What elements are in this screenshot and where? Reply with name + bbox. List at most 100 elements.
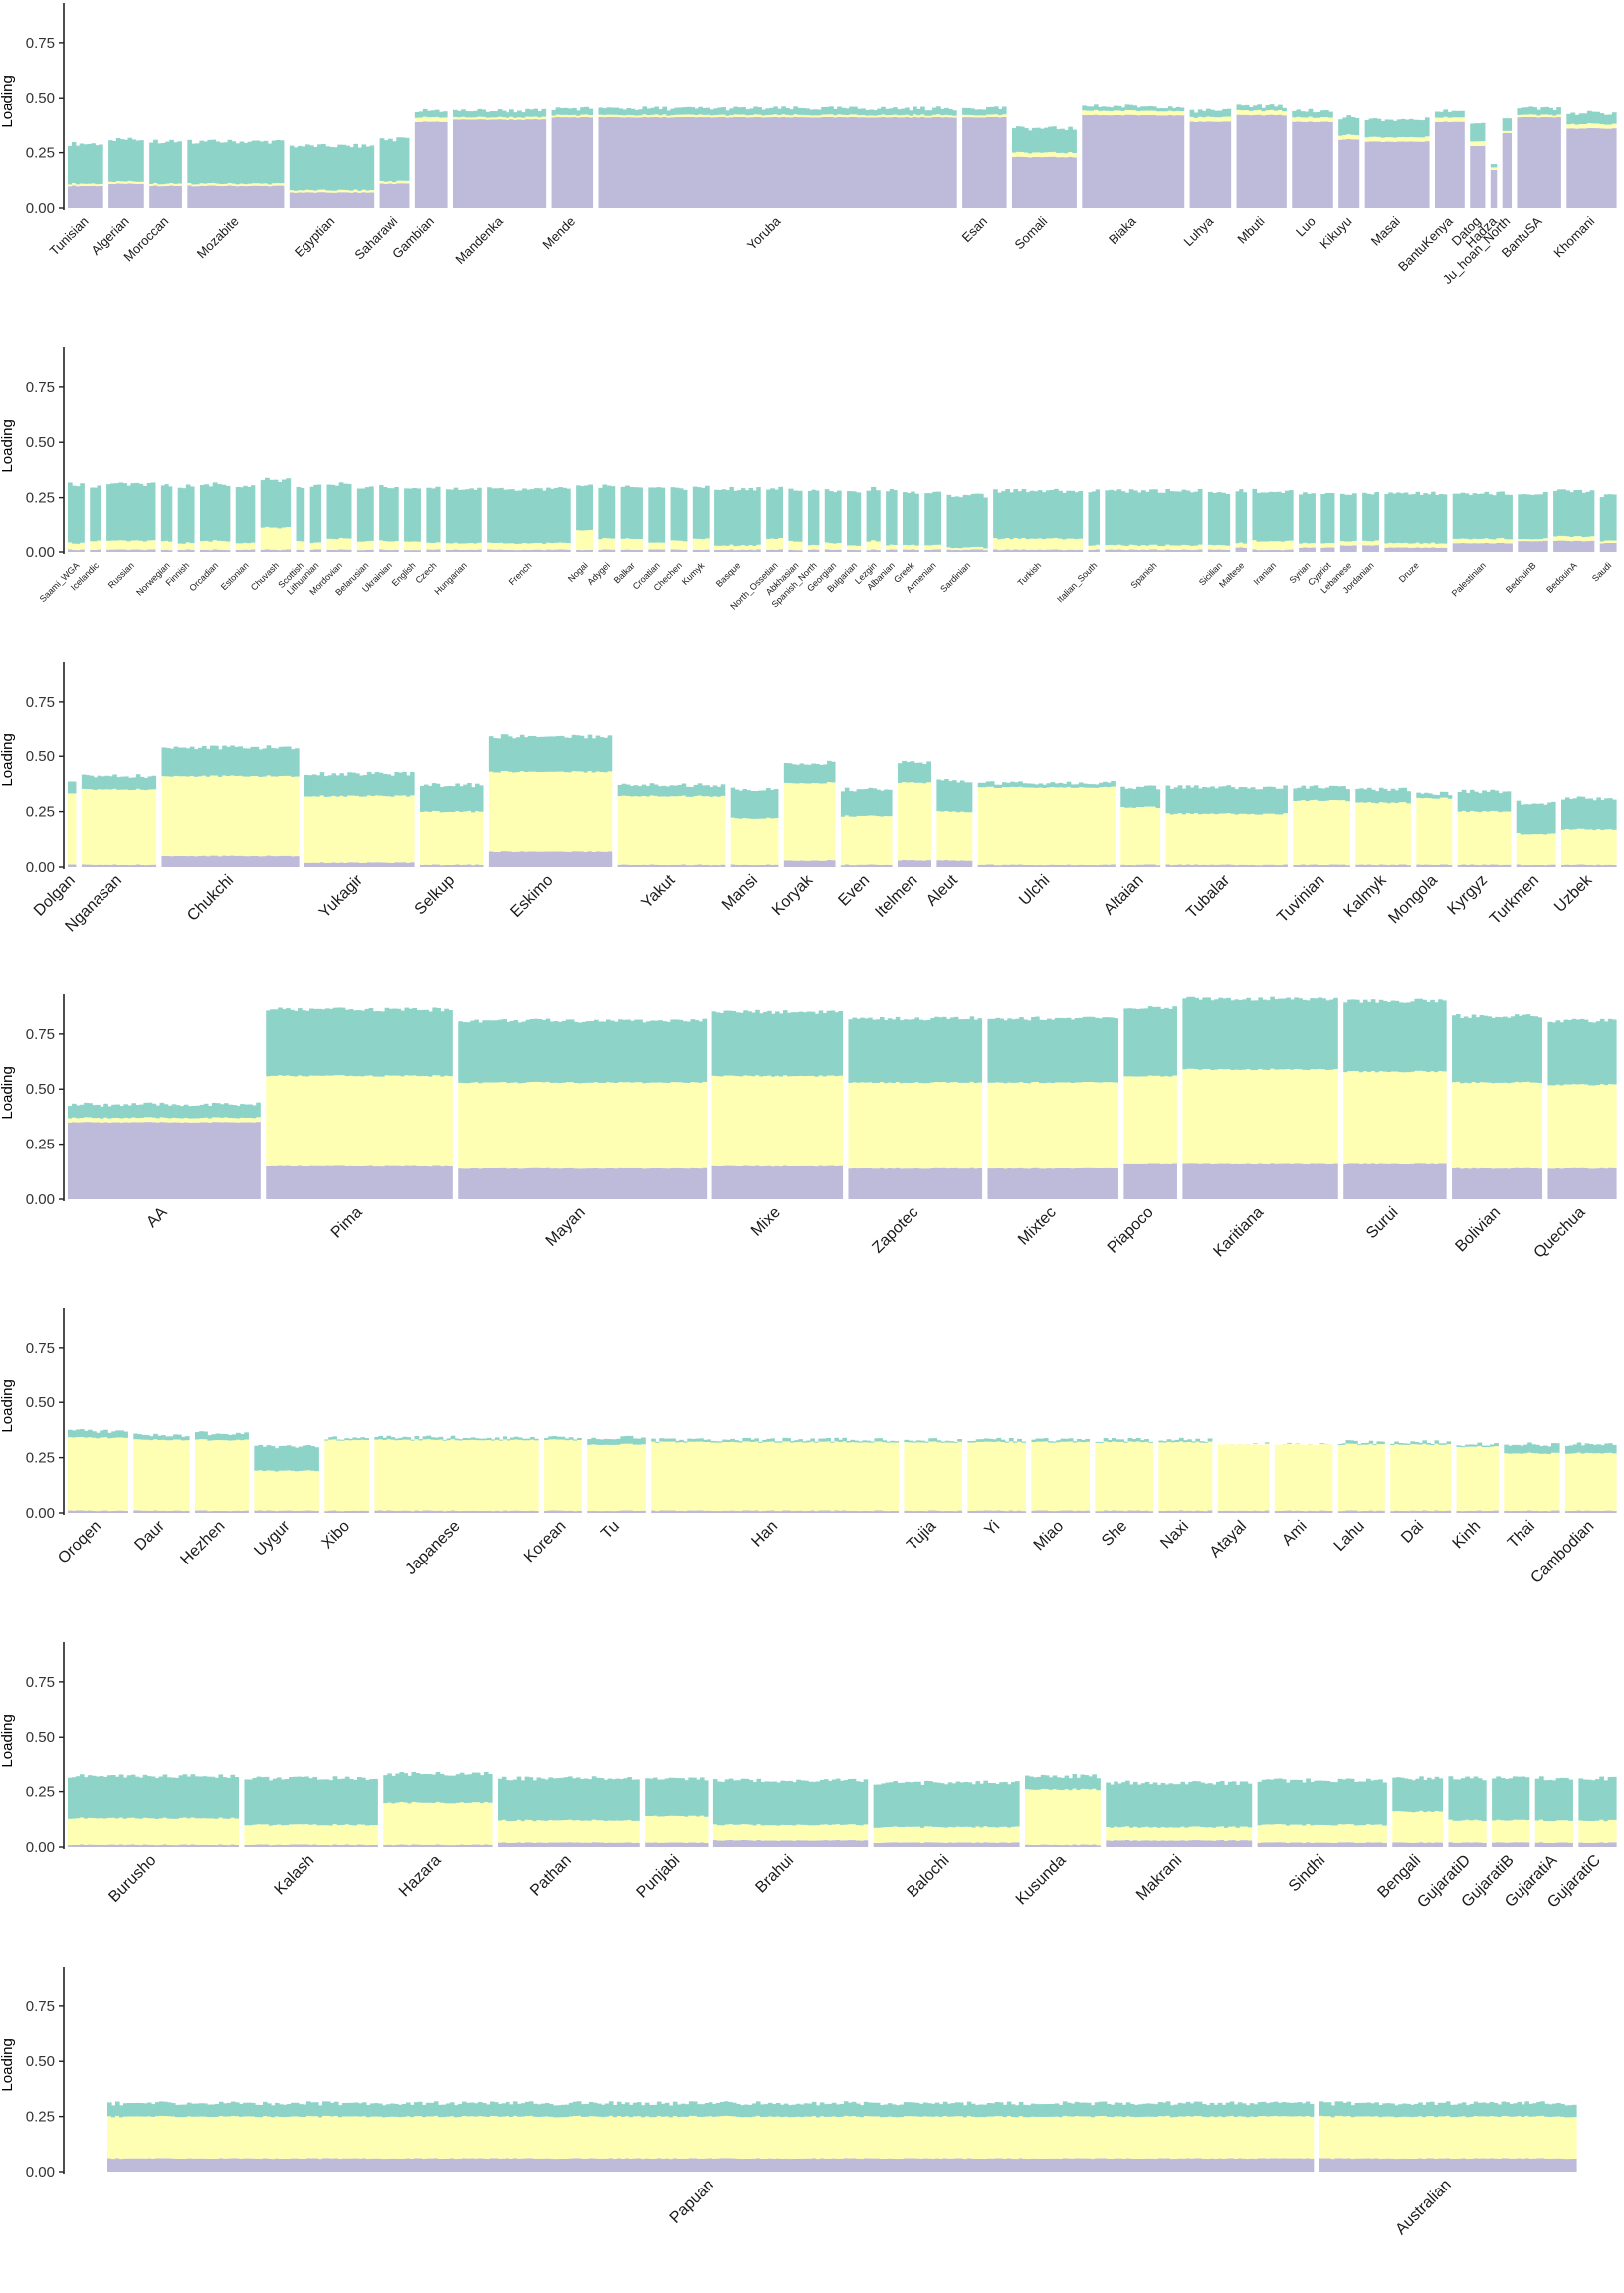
bar-purple	[361, 192, 367, 208]
bar-yellow	[1019, 1082, 1024, 1168]
bar-teal	[932, 107, 937, 115]
bar-purple	[1074, 1167, 1080, 1199]
bar-purple	[231, 185, 237, 208]
bar-yellow	[294, 1076, 299, 1167]
bar-yellow	[1560, 829, 1566, 866]
bar-yellow	[160, 541, 166, 550]
bar-teal	[961, 1019, 967, 1083]
bar-purple	[1346, 138, 1352, 208]
bar-teal	[580, 107, 585, 115]
bar-yellow	[1282, 111, 1287, 116]
bar-purple	[841, 117, 846, 208]
bar-purple	[269, 549, 275, 552]
bar-yellow	[1173, 813, 1179, 865]
bar-teal	[950, 496, 956, 549]
bar-purple	[1362, 545, 1367, 552]
bar-purple	[873, 117, 878, 208]
bar-teal	[957, 1019, 963, 1083]
bar-purple	[1238, 864, 1244, 867]
bar-teal	[490, 1439, 496, 1441]
bar-purple	[865, 117, 870, 208]
bar-purple	[569, 1167, 575, 1199]
bar-purple	[1297, 864, 1303, 867]
bar-yellow	[412, 1075, 418, 1166]
bar-teal	[1438, 999, 1443, 1072]
bar-purple	[494, 1167, 500, 1199]
bar-yellow	[1563, 1084, 1569, 1168]
bar-teal	[1290, 999, 1295, 1070]
bar-purple	[151, 864, 157, 867]
bar-purple	[678, 1167, 684, 1199]
bar-purple	[914, 549, 919, 552]
bar-yellow	[610, 114, 616, 118]
bar-yellow	[365, 190, 371, 193]
bar-yellow	[705, 538, 710, 550]
bar-teal	[124, 776, 129, 790]
bar-purple	[357, 192, 363, 208]
bar-teal	[440, 1011, 445, 1077]
bar-yellow	[685, 796, 691, 866]
bar-purple	[344, 1510, 349, 1513]
bar-yellow	[85, 789, 91, 865]
bar-purple	[761, 117, 766, 208]
bar-teal	[641, 1437, 646, 1445]
bar-purple	[513, 1167, 519, 1199]
bar-yellow	[1092, 545, 1097, 550]
bar-yellow	[1487, 1082, 1492, 1169]
bar-yellow	[179, 1118, 185, 1123]
bar-yellow	[1439, 117, 1444, 122]
bar-purple	[1189, 121, 1195, 208]
bar-purple	[806, 1510, 811, 1513]
bar-teal	[618, 1019, 623, 1083]
bar-teal	[336, 1007, 342, 1076]
bar-purple	[793, 116, 798, 208]
bar-yellow	[1394, 1071, 1400, 1164]
bar-yellow	[1276, 541, 1282, 550]
bar-yellow	[1222, 116, 1228, 122]
bar-purple	[510, 549, 515, 552]
bar-teal	[1522, 494, 1527, 540]
bar-teal	[1599, 113, 1605, 124]
bar-yellow	[1354, 135, 1360, 140]
bar-purple	[1350, 139, 1356, 208]
bar-purple	[316, 1165, 322, 1199]
bar-teal	[868, 1017, 873, 1083]
bar-teal	[1230, 1000, 1235, 1071]
bar-yellow	[398, 1439, 404, 1511]
bar-purple	[936, 116, 941, 208]
bar-teal	[387, 138, 393, 182]
bar-teal	[310, 1446, 315, 1471]
bar-yellow	[748, 545, 754, 550]
population-label: Esan	[959, 214, 991, 246]
bar-yellow	[1095, 787, 1100, 866]
bar-teal	[76, 1105, 81, 1119]
bar-purple	[308, 1165, 314, 1199]
bar-teal	[911, 1019, 916, 1083]
population-georgian	[824, 489, 842, 552]
bar-teal	[203, 1103, 209, 1118]
bar-teal	[1343, 494, 1349, 542]
bar-yellow	[514, 543, 519, 551]
bar-teal	[1351, 999, 1356, 1072]
population-estonian	[235, 485, 256, 552]
bar-purple	[978, 117, 983, 208]
bar-yellow	[1105, 545, 1111, 550]
bar-purple	[658, 117, 664, 208]
bar-teal	[502, 1019, 508, 1083]
bar-purple	[225, 550, 231, 552]
bar-yellow	[274, 1471, 280, 1512]
bar-teal	[469, 488, 474, 543]
population-gambian	[414, 108, 448, 208]
bar-purple	[651, 1510, 656, 1513]
bar-teal	[1472, 493, 1478, 539]
bar-yellow	[457, 117, 462, 120]
bar-yellow	[658, 1082, 663, 1168]
bar-teal	[388, 1008, 394, 1076]
bar-purple	[1328, 121, 1333, 208]
bar-yellow	[1338, 135, 1343, 140]
bar-yellow	[666, 115, 672, 118]
bar-yellow	[352, 1439, 357, 1511]
bar-purple	[386, 1510, 392, 1513]
bar-teal	[1484, 491, 1490, 539]
bar-purple	[670, 117, 676, 208]
